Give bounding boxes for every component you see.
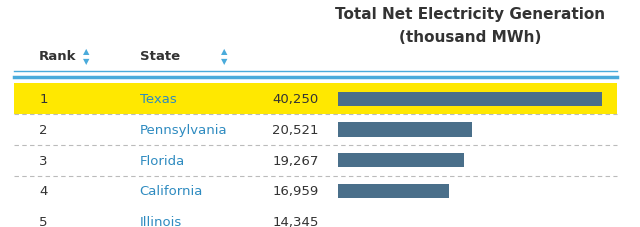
Text: ▲: ▲ [221,47,228,56]
Text: Pennsylvania: Pennsylvania [140,123,227,136]
Text: ▼: ▼ [83,57,90,66]
Text: Florida: Florida [140,154,185,167]
FancyBboxPatch shape [338,215,432,227]
FancyBboxPatch shape [338,153,464,168]
Text: 19,267: 19,267 [273,154,319,167]
Text: Rank: Rank [39,50,77,63]
Text: ▲: ▲ [83,47,90,56]
Text: 14,345: 14,345 [273,215,319,227]
Text: 16,959: 16,959 [273,185,319,198]
Text: State: State [140,50,180,63]
Text: 2: 2 [39,123,47,136]
FancyBboxPatch shape [338,123,472,137]
Text: 20,521: 20,521 [273,123,319,136]
Text: (thousand MWh): (thousand MWh) [399,30,541,45]
FancyBboxPatch shape [338,184,449,198]
Text: 5: 5 [39,215,47,227]
Text: 1: 1 [39,93,47,106]
FancyBboxPatch shape [338,92,602,106]
Text: 3: 3 [39,154,47,167]
FancyBboxPatch shape [14,84,618,115]
Text: ▼: ▼ [221,57,228,66]
Text: Illinois: Illinois [140,215,182,227]
Text: California: California [140,185,203,198]
Text: Total Net Electricity Generation: Total Net Electricity Generation [335,7,605,22]
Text: Texas: Texas [140,93,177,106]
Text: 40,250: 40,250 [273,93,319,106]
Text: 4: 4 [39,185,47,198]
